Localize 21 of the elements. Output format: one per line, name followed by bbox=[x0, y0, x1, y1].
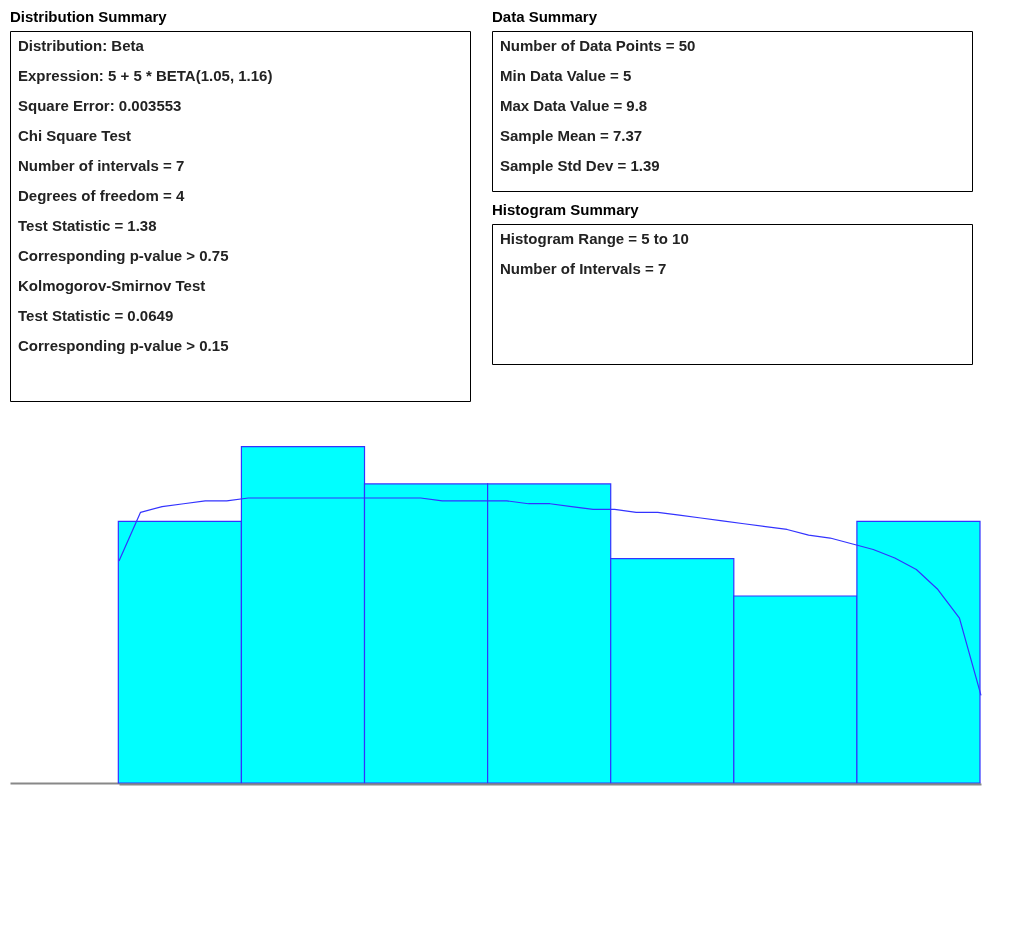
text: Max Data Value = 9.8 bbox=[500, 97, 648, 114]
text: Distribution: Beta bbox=[18, 37, 145, 54]
text: Expression: 5 + 5 * BETA(1.05, 1.16) bbox=[18, 67, 273, 84]
text: Distribution Summary bbox=[10, 8, 168, 25]
text: Sample Mean = 7.37 bbox=[500, 127, 643, 144]
text: Degrees of freedom = 4 bbox=[18, 187, 185, 204]
text: Sample Std Dev = 1.39 bbox=[500, 157, 660, 174]
text: Kolmogorov-Smirnov Test bbox=[18, 277, 206, 294]
text: Data Summary bbox=[492, 8, 598, 25]
text: Number of intervals = 7 bbox=[18, 157, 185, 174]
text: Chi Square Test bbox=[18, 127, 132, 144]
text: Min Data Value = 5 bbox=[500, 67, 632, 84]
text: Corresponding p-value > 0.75 bbox=[18, 247, 229, 264]
text: Histogram Range = 5 to 10 bbox=[500, 230, 689, 247]
text: Corresponding p-value > 0.15 bbox=[18, 337, 229, 354]
text: Test Statistic = 1.38 bbox=[18, 217, 157, 234]
text: Square Error: 0.003553 bbox=[18, 97, 182, 114]
text: Histogram Summary bbox=[492, 201, 640, 218]
text: Number of Intervals = 7 bbox=[500, 260, 667, 277]
text: Test Statistic = 0.0649 bbox=[18, 307, 174, 324]
text: Number of Data Points = 50 bbox=[500, 37, 696, 54]
